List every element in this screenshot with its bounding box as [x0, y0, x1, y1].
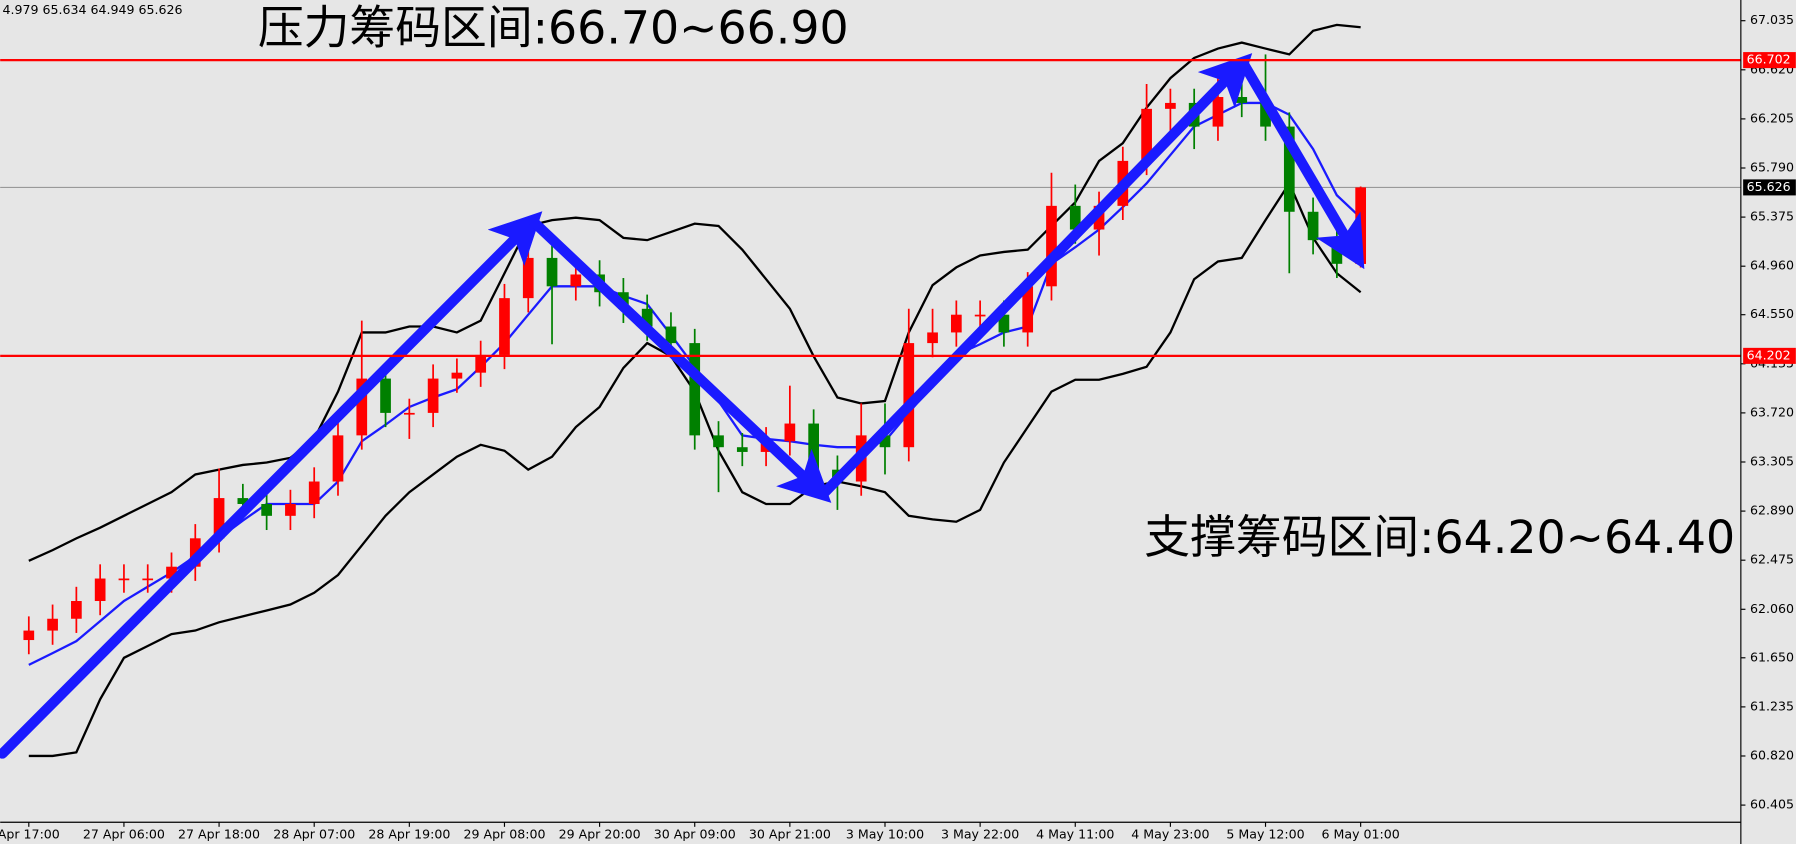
candle-body	[1022, 286, 1034, 333]
y-tick-label: 62.890	[1750, 503, 1794, 518]
y-tick-label: 67.035	[1750, 12, 1794, 27]
y-tick-label: 62.060	[1750, 601, 1794, 616]
candle-body	[1046, 205, 1057, 287]
candle-body	[736, 447, 748, 452]
candle-body	[665, 326, 677, 344]
candle-body	[1165, 102, 1176, 109]
y-tick-label: 63.305	[1750, 453, 1794, 468]
arrow	[0, 211, 543, 759]
x-tick-label: 4 May 23:00	[1131, 826, 1209, 841]
candle-body	[1212, 97, 1224, 127]
plot-area	[0, 23, 1741, 758]
level-label-box	[1743, 52, 1796, 69]
candle-body	[71, 601, 82, 619]
x-tick-label: 3 May 10:00	[846, 826, 924, 841]
candle-body	[1260, 102, 1271, 127]
x-tick-label: 6 May 01:00	[1322, 826, 1400, 841]
candle-body	[1236, 97, 1248, 103]
candle-body	[570, 274, 582, 287]
arrow	[819, 53, 1253, 498]
current-price-box	[1743, 179, 1796, 196]
candle-body	[118, 578, 130, 581]
level-label: 66.702	[1747, 52, 1791, 67]
x-tick-label: 28 Apr 19:00	[368, 826, 450, 841]
level-label: 64.202	[1747, 347, 1791, 362]
candle-body	[998, 314, 1010, 333]
candle-body	[1307, 211, 1319, 241]
current-price-label: 65.626	[1747, 179, 1791, 194]
resistance-annotation: 压力筹码区间:66.70~66.90	[258, 0, 849, 54]
x-tick-label: Apr 17:00	[0, 826, 60, 841]
y-tick-label: 63.720	[1750, 404, 1794, 419]
candle-body	[23, 630, 35, 641]
candle-body	[689, 343, 701, 436]
x-tick-label: 27 Apr 18:00	[178, 826, 260, 841]
y-tick-label: 66.205	[1750, 110, 1794, 125]
y-tick-label: 62.475	[1750, 552, 1794, 567]
y-tick-label: 64.960	[1750, 258, 1794, 273]
candle-body	[950, 314, 962, 333]
candle-body	[879, 435, 891, 448]
candle-body	[903, 343, 915, 448]
candle-body	[94, 578, 106, 602]
y-tick-label: 65.375	[1750, 209, 1794, 224]
level-label-box	[1743, 347, 1796, 364]
y-tick-label: 61.235	[1750, 698, 1794, 713]
band-line	[28, 23, 1361, 562]
x-tick-label: 30 Apr 21:00	[749, 826, 831, 841]
candle-body	[451, 372, 463, 379]
candle-body	[308, 481, 320, 504]
candle-body	[641, 308, 653, 327]
y-tick-label: 65.790	[1750, 159, 1794, 174]
ohlc-info: 4.979 65.634 64.949 65.626	[2, 2, 182, 17]
candle-body	[1283, 126, 1295, 212]
y-tick-label: 60.820	[1750, 747, 1794, 762]
candle-body	[927, 332, 938, 344]
candle-body	[332, 435, 344, 482]
candle-body	[261, 503, 272, 516]
x-tick-label: 4 May 11:00	[1036, 826, 1114, 841]
x-tick-label: 29 Apr 20:00	[559, 826, 641, 841]
candle-body	[189, 538, 201, 567]
candle-body	[499, 298, 510, 355]
x-tick-label: 5 May 12:00	[1226, 826, 1304, 841]
support-annotation: 支撑筹码区间:64.20~64.40	[1144, 510, 1735, 564]
candle-body	[142, 578, 154, 581]
overlay	[0, 58, 1741, 358]
x-tick-label: 29 Apr 08:00	[463, 826, 545, 841]
candle-body	[166, 566, 177, 579]
candle-body	[237, 498, 249, 504]
candle-body	[427, 378, 439, 413]
candle-body	[475, 354, 487, 373]
arrow	[1238, 58, 1365, 270]
candle-body	[47, 618, 58, 631]
x-tick-label: 28 Apr 07:00	[273, 826, 355, 841]
candle-body	[356, 378, 368, 436]
x-tick-label: 30 Apr 09:00	[654, 826, 736, 841]
x-tick-label: 3 May 22:00	[941, 826, 1019, 841]
candle-body	[1069, 205, 1081, 230]
y-tick-label: 61.650	[1750, 649, 1794, 664]
candle-body	[784, 423, 796, 442]
candle-body	[1331, 240, 1343, 264]
candle-body	[808, 423, 819, 470]
y-tick-label: 64.550	[1750, 306, 1794, 321]
candle-body	[546, 257, 558, 287]
candle-body	[213, 498, 225, 539]
candle-body	[285, 503, 296, 516]
candle-body	[713, 435, 724, 448]
candle-body	[380, 378, 391, 413]
y-tick-label: 60.405	[1750, 797, 1794, 812]
x-tick-label: 27 Apr 06:00	[83, 826, 165, 841]
candle-body	[403, 412, 415, 415]
candle-body	[522, 257, 534, 299]
candle-body	[1141, 108, 1152, 161]
candle-body	[974, 314, 986, 317]
trend-arrows	[0, 53, 1365, 759]
